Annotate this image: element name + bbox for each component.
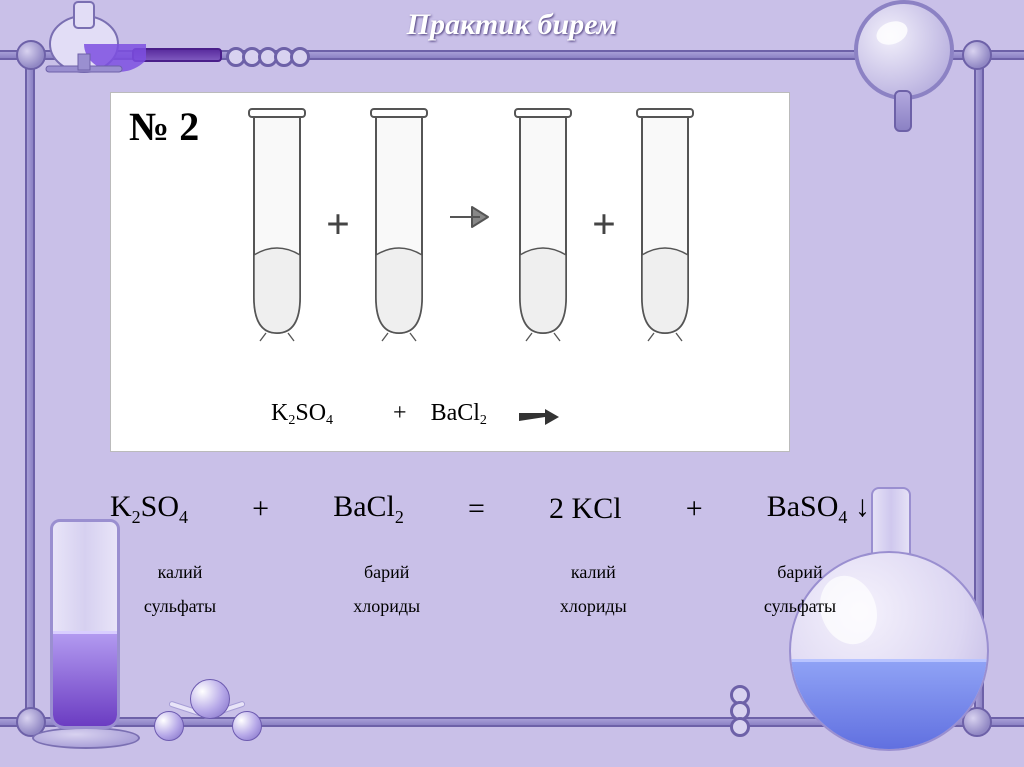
plus-symbol-2: + bbox=[592, 201, 616, 249]
names-row: калийсульфаты барийхлориды калийхлориды … bbox=[110, 555, 870, 623]
name-product-2: барийсульфаты bbox=[730, 555, 870, 623]
eq-product-2: BaSO4 ↓ bbox=[767, 490, 870, 528]
caption-reagent-2: BaCl2 bbox=[431, 400, 487, 427]
molecule-model-icon bbox=[150, 673, 270, 753]
cylinder-base bbox=[32, 727, 140, 749]
name-reagent-2: барийхлориды bbox=[317, 555, 457, 623]
task-number: № 2 bbox=[129, 103, 199, 150]
test-tube-1 bbox=[246, 107, 308, 342]
test-tubes-row: + bbox=[246, 107, 696, 342]
eq-reagent-2: BaCl2 bbox=[333, 490, 404, 528]
caption-row: K2SO4 + BaCl2 bbox=[271, 400, 559, 427]
name-product-1: калийхлориды bbox=[523, 555, 663, 623]
caption-arrow-icon bbox=[517, 409, 559, 431]
slide-title: Практик бирем bbox=[0, 8, 1024, 42]
test-tube-2 bbox=[368, 107, 430, 342]
frame-left-pipe bbox=[25, 50, 35, 727]
eq-product-1: 2 KCl bbox=[549, 492, 622, 526]
equation-row: K2SO4 + BaCl2 = 2 KCl + BaSO4 ↓ bbox=[110, 490, 870, 528]
eq-equals: = bbox=[468, 492, 485, 526]
pipe-joint-tr bbox=[962, 40, 992, 70]
name-reagent-1: калийсульфаты bbox=[110, 555, 250, 623]
caption-plus: + bbox=[393, 400, 407, 427]
eq-reagent-1: K2SO4 bbox=[110, 490, 188, 528]
caption-reagent-1: K2SO4 bbox=[271, 400, 333, 427]
plus-symbol-1: + bbox=[326, 201, 350, 249]
eq-plus-2: + bbox=[686, 492, 703, 526]
slide-root: Практик бирем № 2 + bbox=[0, 0, 1024, 767]
graduated-cylinder bbox=[50, 519, 120, 729]
coil-right bbox=[730, 689, 750, 737]
test-tube-4 bbox=[634, 107, 696, 342]
experiment-card: № 2 + bbox=[110, 92, 790, 452]
test-tube-3 bbox=[512, 107, 574, 342]
reaction-arrow-mini bbox=[448, 202, 494, 240]
coil-top bbox=[230, 47, 310, 67]
eq-plus-1: + bbox=[252, 492, 269, 526]
round-bottom-flask bbox=[779, 487, 999, 767]
